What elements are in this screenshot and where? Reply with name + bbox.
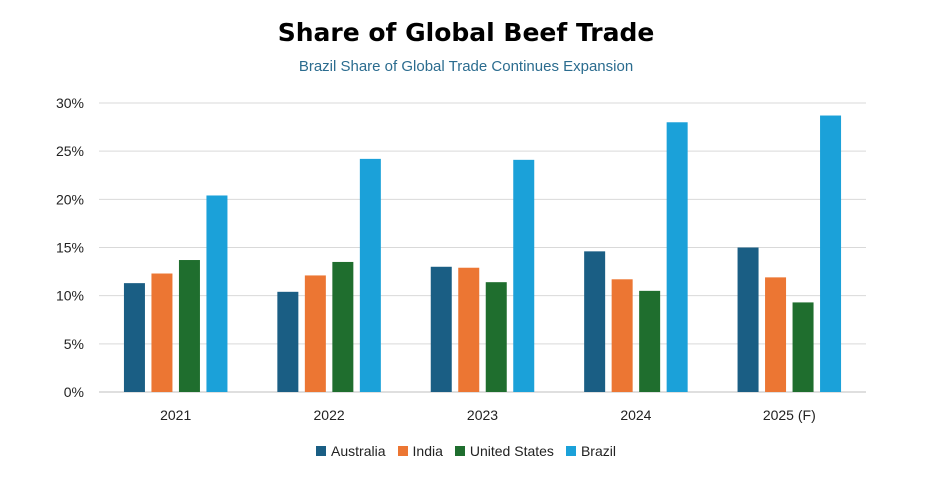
bar-australia	[277, 291, 299, 392]
bar-brazil	[820, 115, 842, 393]
legend-label: Brazil	[580, 443, 616, 459]
legend-label: India	[412, 443, 443, 459]
bar-brazil	[359, 158, 381, 392]
legend-swatch	[565, 446, 576, 456]
chart-title: Share of Global Beef Trade	[277, 18, 655, 47]
bar-india	[765, 277, 787, 392]
bar-united-states	[332, 261, 354, 392]
legend-item: India	[397, 443, 443, 459]
y-tick-label: 20%	[56, 191, 84, 207]
bar-australia	[737, 247, 759, 392]
x-tick-label: 2025 (F)	[763, 407, 816, 423]
y-tick-label: 10%	[56, 288, 84, 304]
y-tick-label: 15%	[56, 240, 84, 256]
y-tick-label: 25%	[56, 143, 84, 159]
x-tick-label: 2022	[314, 407, 345, 423]
x-tick-label: 2021	[160, 407, 191, 423]
x-tick-label: 2023	[467, 407, 498, 423]
legend-label: United States	[469, 443, 554, 459]
legend-swatch	[316, 446, 327, 456]
bar-india	[304, 275, 326, 392]
legend: Australia India United States Brazil	[0, 443, 932, 459]
legend-swatch	[397, 446, 408, 456]
legend-item: United States	[454, 443, 554, 459]
x-tick-label: 2024	[620, 407, 651, 423]
bar-australia	[584, 251, 606, 392]
legend-label: Australia	[331, 443, 386, 459]
bar-australia	[123, 283, 145, 392]
bar-united-states	[792, 302, 814, 392]
bar-brazil	[513, 159, 535, 392]
y-tick-label: 5%	[64, 336, 84, 352]
bar-india	[151, 273, 173, 392]
bar-brazil	[666, 122, 688, 393]
y-tick-label: 30%	[56, 95, 84, 111]
bar-united-states	[485, 282, 507, 392]
legend-item: Australia	[316, 443, 386, 459]
bar-brazil	[206, 195, 228, 392]
legend-item: Brazil	[565, 443, 616, 459]
bar-australia	[430, 266, 452, 392]
bar-united-states	[639, 290, 661, 392]
bar-india	[458, 267, 480, 392]
bar-chart: 0% 5% 10% 15% 20% 25% 30% 2021 2022 2023 2024 2025 …	[56, 95, 866, 423]
chart-subtitle: Brazil Share of Global Trade Continues E…	[298, 58, 634, 75]
bar-india	[611, 279, 633, 392]
legend-swatch	[454, 446, 465, 456]
bar-united-states	[178, 260, 200, 392]
y-tick-label: 0%	[64, 384, 84, 400]
